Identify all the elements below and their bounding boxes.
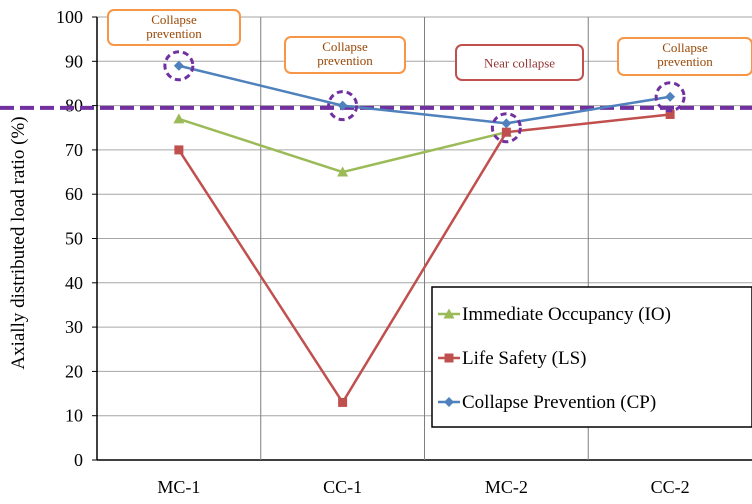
annotation-label: Near collapse [484, 56, 555, 71]
annotation-frame [455, 44, 584, 81]
data-point-square [501, 127, 511, 137]
data-point-triangle [337, 166, 349, 177]
data-point-square [665, 109, 675, 119]
circled-points-layer [163, 50, 686, 144]
legend-label: Collapse Prevention (CP) [462, 392, 656, 413]
y-tick-label: 20 [65, 361, 83, 381]
annotation-label: Collapse [322, 39, 368, 54]
annotation-label: Collapse [151, 12, 197, 27]
legend-label: Immediate Occupancy (IO) [462, 304, 671, 325]
y-tick-label: 30 [65, 317, 83, 337]
series-line-io [178, 117, 507, 174]
x-tick-label: MC-2 [485, 477, 528, 497]
series-cp [173, 60, 676, 129]
legend-box [431, 286, 752, 428]
series-line-cp [178, 64, 671, 125]
legend-label: Life Safety (LS) [462, 348, 587, 369]
y-tick-label: 100 [56, 7, 83, 27]
annotation-label: prevention [657, 54, 713, 69]
data-point-diamond [173, 60, 184, 71]
data-point-diamond [501, 118, 512, 129]
series-layer [173, 60, 676, 407]
data-point-square [444, 353, 454, 363]
annotation-label: prevention [146, 26, 202, 41]
annotation-frame [617, 37, 752, 76]
y-tick-label: 0 [74, 450, 83, 470]
annotation-frame [107, 9, 241, 46]
y-tick-label: 80 [65, 96, 83, 116]
data-point-diamond [337, 100, 348, 111]
y-tick-label: 90 [65, 51, 83, 71]
data-point-square [338, 397, 348, 407]
highlight-circle [490, 112, 522, 144]
highlight-circle [163, 50, 195, 82]
data-point-square [174, 145, 184, 155]
x-tick-label: MC-1 [157, 477, 200, 497]
x-tick-labels: MC-1 CC-1 MC-2 CC-2 [157, 477, 689, 497]
highlight-circle [327, 90, 359, 122]
series-io [173, 113, 512, 177]
y-tick-label: 60 [65, 184, 83, 204]
legend-entry-ls: Life Safety (LS) [438, 348, 587, 369]
data-point-triangle [173, 113, 185, 124]
y-tick-label: 50 [65, 229, 83, 249]
series-line-ls [177, 113, 671, 405]
y-tick-label: 70 [65, 140, 83, 160]
y-axis-title: Axially distributed load ratio (%) [8, 116, 29, 369]
data-point-diamond [444, 397, 454, 407]
data-point-diamond [665, 91, 676, 102]
series-ls [174, 109, 675, 407]
annotation-label: prevention [317, 53, 373, 68]
x-tick-label: CC-2 [651, 477, 690, 497]
legend: Immediate Occupancy (IO) Life Safety (LS)… [431, 286, 752, 428]
x-tick-label: CC-1 [323, 477, 362, 497]
annotation-label: Collapse [662, 40, 708, 55]
annotation-box: Near collapse [455, 44, 584, 81]
y-tick-label: 10 [65, 406, 83, 426]
y-tick-labels: 0 10 20 30 40 50 60 70 80 90 100 [56, 7, 97, 470]
legend-entry-cp: Collapse Prevention (CP) [438, 392, 656, 413]
legend-entry-io: Immediate Occupancy (IO) [438, 304, 671, 325]
data-point-triangle [443, 308, 455, 319]
annotation-frame [284, 36, 406, 74]
highlight-circle [654, 81, 686, 113]
y-tick-label: 40 [65, 273, 83, 293]
